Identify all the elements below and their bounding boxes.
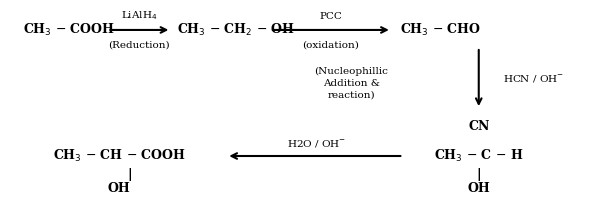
- Text: |: |: [477, 168, 481, 181]
- Text: CH$_3$ $-$ C $-$ H: CH$_3$ $-$ C $-$ H: [434, 148, 523, 164]
- Text: PCC: PCC: [319, 12, 342, 20]
- Text: OH: OH: [108, 182, 130, 194]
- Text: H2O / OH$^{-}$: H2O / OH$^{-}$: [287, 138, 346, 149]
- Text: (oxidation): (oxidation): [303, 40, 359, 49]
- Text: LiAlH$_4$: LiAlH$_4$: [121, 10, 157, 22]
- Text: CH$_3$ $-$ CHO: CH$_3$ $-$ CHO: [400, 22, 481, 38]
- Text: CN: CN: [468, 120, 490, 133]
- Text: CH$_3$ $-$ CH$_2$ $-$ OH: CH$_3$ $-$ CH$_2$ $-$ OH: [177, 22, 295, 38]
- Text: |: |: [128, 168, 133, 181]
- Text: (Reduction): (Reduction): [108, 40, 170, 49]
- Text: OH: OH: [467, 182, 490, 194]
- Text: CH$_3$ $-$ CH $-$ COOH: CH$_3$ $-$ CH $-$ COOH: [53, 148, 185, 164]
- Text: HCN / OH$^{-}$: HCN / OH$^{-}$: [503, 73, 564, 83]
- Text: CH$_3$ $-$ COOH: CH$_3$ $-$ COOH: [23, 22, 115, 38]
- Text: (Nucleophillic
Addition &
reaction): (Nucleophillic Addition & reaction): [314, 67, 388, 100]
